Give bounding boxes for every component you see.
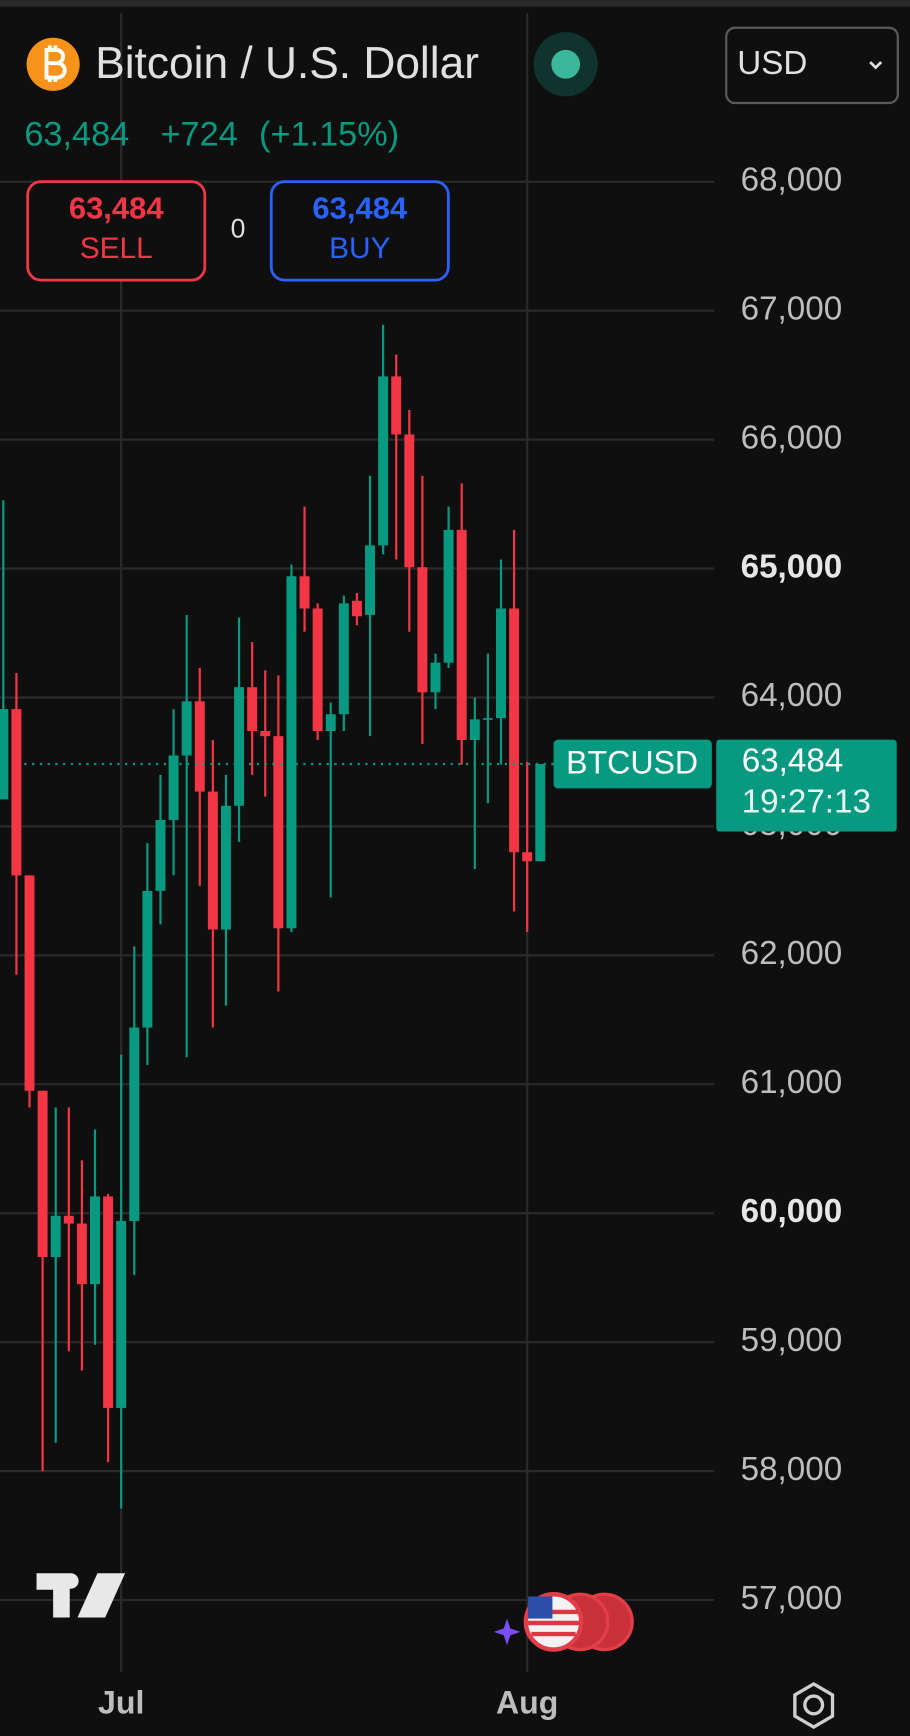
symbol-badge (553, 739, 712, 789)
candle-body (273, 736, 284, 929)
spread: 0 (231, 213, 246, 243)
currency-select[interactable] (725, 26, 899, 105)
tradingview-logo (36, 1573, 126, 1618)
top-bar (0, 0, 910, 7)
overlay: Bitcoin / U.S. Dollar USD 63,484 +724 (+… (24, 26, 899, 1730)
x-tick-label: Aug (496, 1684, 558, 1720)
y-tick-label: 58,000 (741, 1451, 843, 1488)
candle-body (168, 755, 179, 820)
candle-body (220, 805, 231, 930)
candle-body (116, 1220, 127, 1408)
tradingview-logo-dot (63, 1573, 79, 1589)
candle-body (456, 529, 467, 741)
candle-body (194, 701, 205, 792)
countdown: 19:27:13 (742, 784, 871, 821)
live-dot (551, 49, 581, 79)
candle-body (430, 662, 441, 693)
currency-label: USD (737, 45, 807, 82)
candle-body (338, 603, 349, 715)
candle-body (11, 709, 22, 876)
candle-body (443, 529, 454, 663)
chevron (869, 61, 883, 70)
candle-body (142, 890, 153, 1028)
candle-body (522, 852, 533, 862)
sparkle-icon (493, 1618, 521, 1646)
candle-body (37, 1090, 48, 1258)
sell-label: SELL (80, 232, 153, 265)
buy-price: 63,484 (312, 191, 408, 226)
y-tick-label: 57,000 (741, 1580, 843, 1617)
price-label-bg (716, 739, 897, 832)
candle-body (0, 709, 9, 800)
y-tick-label: 66,000 (741, 419, 843, 456)
flag-canton (528, 1596, 553, 1619)
y-tick-label: 67,000 (741, 290, 843, 327)
candle-body (129, 1027, 140, 1221)
candle-body (207, 791, 218, 930)
sell-button[interactable] (26, 180, 207, 282)
y-tick-label: 61,000 (741, 1064, 843, 1101)
candle-body (391, 376, 402, 435)
candle-body (469, 719, 480, 741)
y-tick-label: 60,000 (741, 1193, 843, 1230)
candle-body (76, 1223, 87, 1285)
price: 63,484 (24, 115, 129, 153)
bitcoin-glyph (44, 45, 67, 82)
candles (0, 324, 554, 1509)
candle-body (181, 701, 192, 756)
y-tick-label: 68,000 (741, 161, 843, 198)
buy-button[interactable] (269, 180, 450, 282)
candle-body (50, 1215, 61, 1258)
candle-body (365, 545, 376, 615)
candle-body (535, 764, 546, 862)
candle-body (351, 600, 362, 617)
candle-body (260, 730, 271, 737)
x-tick-label: Jul (98, 1684, 144, 1720)
y-tick-label: 62,000 (741, 935, 843, 972)
candle-body (312, 608, 323, 731)
candle-body (103, 1196, 114, 1408)
buy-label: BUY (329, 232, 391, 265)
candle-body (496, 608, 506, 719)
sell-price: 63,484 (69, 191, 165, 226)
chart-title: Bitcoin / U.S. Dollar (95, 39, 479, 88)
candle-body (234, 687, 245, 806)
candle-body (417, 567, 428, 693)
y-tick-label: 65,000 (741, 548, 843, 585)
candle-body (325, 714, 336, 731)
settings-icon[interactable] (803, 1694, 825, 1716)
price-change-pct: (+1.15%) (259, 115, 399, 153)
candle-body (286, 576, 297, 929)
candle-body (24, 875, 35, 1091)
candle-body (404, 434, 415, 568)
candle-body (90, 1196, 100, 1285)
candle-body (63, 1215, 74, 1224)
symbol-label: BTCUSD (566, 745, 698, 781)
candle-body (482, 718, 493, 720)
price-label: 63,484 (742, 743, 844, 780)
candle-body (299, 576, 310, 609)
y-tick-label: 59,000 (741, 1322, 843, 1359)
candle-body (378, 376, 389, 546)
settings-outline (793, 1681, 835, 1730)
y-tick-label: 64,000 (741, 677, 843, 714)
candle-body (155, 819, 166, 891)
price-change: +724 (161, 115, 238, 153)
candle-body (247, 687, 258, 731)
candle-body (509, 608, 520, 853)
